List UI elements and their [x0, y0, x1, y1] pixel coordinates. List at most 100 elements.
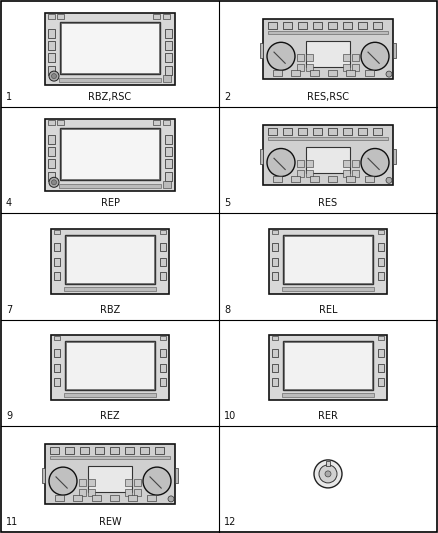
Bar: [48, 159, 55, 168]
Text: REZ: REZ: [100, 411, 120, 421]
Bar: [393, 43, 396, 58]
Bar: [272, 272, 278, 280]
Bar: [310, 70, 319, 76]
Bar: [268, 138, 388, 140]
Bar: [313, 22, 322, 29]
Bar: [160, 230, 166, 234]
Bar: [343, 128, 352, 135]
Bar: [343, 54, 350, 61]
Bar: [306, 171, 313, 177]
Bar: [165, 135, 172, 144]
Bar: [64, 287, 156, 291]
Circle shape: [361, 149, 389, 176]
Bar: [59, 184, 161, 188]
Bar: [48, 147, 55, 156]
Circle shape: [168, 496, 174, 502]
Circle shape: [52, 180, 57, 185]
Bar: [328, 128, 337, 135]
Bar: [163, 75, 171, 82]
Bar: [306, 64, 313, 71]
Bar: [163, 120, 170, 125]
Bar: [268, 128, 277, 135]
Bar: [352, 160, 359, 167]
Bar: [298, 22, 307, 29]
Bar: [48, 120, 55, 125]
Circle shape: [314, 460, 342, 488]
Bar: [147, 495, 155, 501]
Bar: [48, 41, 55, 50]
Bar: [378, 230, 384, 234]
Bar: [59, 78, 161, 82]
Text: RES,RSC: RES,RSC: [307, 92, 349, 102]
Circle shape: [361, 42, 389, 70]
Bar: [378, 272, 384, 280]
Bar: [378, 243, 384, 251]
Bar: [378, 336, 384, 340]
Bar: [160, 378, 166, 386]
Bar: [273, 176, 282, 182]
Bar: [352, 64, 359, 71]
Bar: [153, 120, 160, 125]
Bar: [160, 257, 166, 265]
Bar: [125, 479, 132, 486]
Bar: [268, 22, 277, 29]
Bar: [128, 495, 138, 501]
Text: 4: 4: [6, 198, 12, 208]
Text: 12: 12: [224, 517, 237, 527]
Bar: [284, 236, 372, 283]
Bar: [165, 66, 172, 75]
Circle shape: [49, 467, 77, 495]
Bar: [263, 19, 393, 79]
Bar: [51, 335, 169, 400]
Bar: [155, 447, 164, 454]
Bar: [283, 341, 373, 390]
Bar: [160, 350, 166, 358]
Bar: [378, 378, 384, 386]
Bar: [306, 54, 313, 61]
Bar: [95, 447, 104, 454]
Bar: [358, 128, 367, 135]
Bar: [61, 23, 159, 73]
Bar: [140, 447, 149, 454]
Text: 1: 1: [6, 92, 12, 102]
Bar: [48, 172, 55, 181]
Bar: [88, 489, 95, 496]
Text: RBZ: RBZ: [100, 304, 120, 314]
Bar: [165, 147, 172, 156]
Bar: [328, 176, 337, 182]
Bar: [45, 119, 175, 191]
Bar: [343, 64, 350, 71]
Bar: [272, 243, 278, 251]
Bar: [365, 176, 374, 182]
Bar: [393, 149, 396, 164]
Bar: [297, 64, 304, 71]
Bar: [54, 243, 60, 251]
Bar: [352, 171, 359, 177]
Bar: [175, 468, 178, 483]
Bar: [283, 128, 292, 135]
Bar: [282, 393, 374, 397]
Text: RBZ,RSC: RBZ,RSC: [88, 92, 131, 102]
Circle shape: [49, 71, 59, 81]
Bar: [346, 70, 355, 76]
Bar: [346, 176, 355, 182]
Bar: [272, 364, 278, 372]
Bar: [272, 378, 278, 386]
Bar: [54, 336, 60, 340]
Bar: [165, 172, 172, 181]
Bar: [66, 236, 154, 283]
Text: REP: REP: [100, 198, 120, 208]
Circle shape: [143, 467, 171, 495]
Bar: [284, 342, 372, 389]
Bar: [365, 70, 374, 76]
Text: REW: REW: [99, 517, 121, 527]
Bar: [343, 171, 350, 177]
Bar: [160, 336, 166, 340]
Bar: [45, 13, 175, 85]
Bar: [272, 336, 278, 340]
Bar: [88, 466, 132, 492]
Bar: [163, 14, 170, 19]
Bar: [273, 70, 282, 76]
Text: RER: RER: [318, 411, 338, 421]
Bar: [65, 341, 155, 390]
